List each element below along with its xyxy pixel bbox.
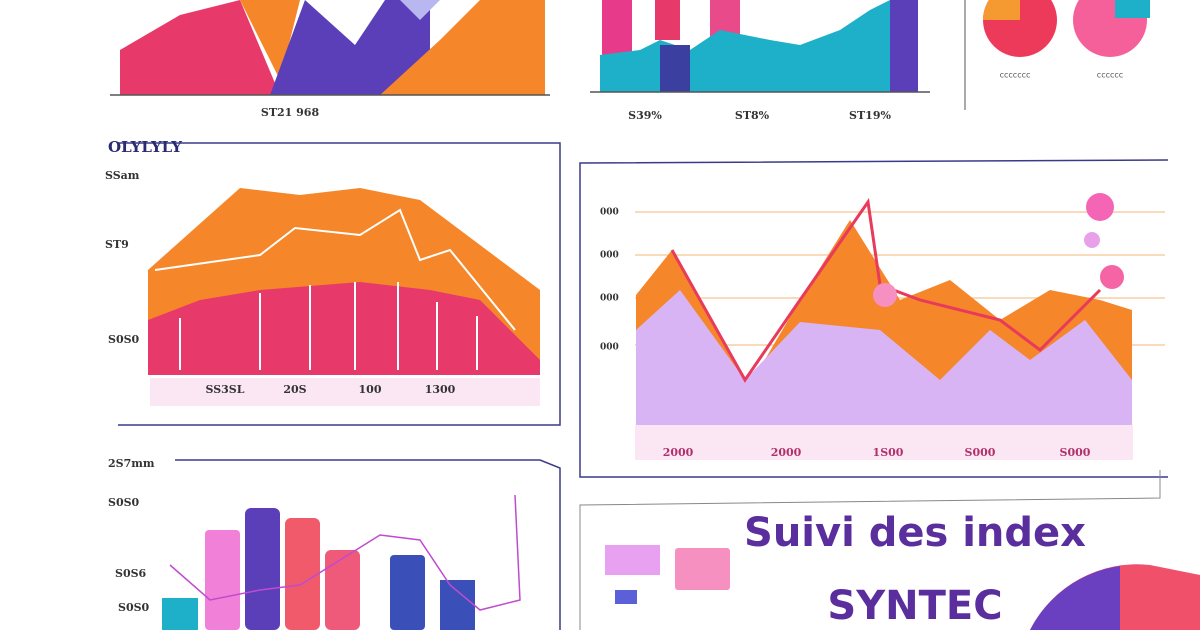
legend: ccccccc bbox=[1000, 71, 1031, 80]
axis-label: S0S0 bbox=[108, 496, 140, 509]
axis-label: S0S0 bbox=[108, 333, 140, 346]
x-label: 20S bbox=[283, 383, 306, 396]
top-middle-chart: S39% ST8% ST19% bbox=[590, 0, 930, 122]
x-label: SS3SL bbox=[206, 383, 245, 396]
x-label: 100 bbox=[359, 383, 382, 396]
axis-label: 000 bbox=[600, 343, 619, 353]
x-label: 1S00 bbox=[873, 446, 904, 459]
panel-title: OLYLYLY bbox=[108, 138, 182, 156]
axis-label: 000 bbox=[600, 208, 619, 218]
title: Suivi des index bbox=[744, 510, 1086, 556]
bottom-right-panel: Suivi des index SYNTEC bbox=[579, 470, 1200, 630]
title: SYNTEC bbox=[827, 583, 1002, 629]
axis-label: 000 bbox=[600, 251, 619, 261]
label: ST8% bbox=[735, 109, 770, 122]
axis-label: 000 bbox=[600, 294, 619, 304]
legend: cccccc bbox=[1097, 71, 1123, 80]
x-label: 1300 bbox=[425, 383, 456, 396]
top-left-chart: ST21 968 bbox=[110, 0, 550, 119]
x-label: S000 bbox=[965, 446, 996, 459]
label: S39% bbox=[628, 109, 662, 122]
axis-label: SSam bbox=[105, 169, 140, 182]
bottom-left-chart: 2S7mm S0S0 S0S6 S0S0 bbox=[108, 457, 561, 630]
label: ST21 968 bbox=[261, 106, 320, 119]
axis-label: 2S7mm bbox=[108, 457, 155, 470]
mid-right-chart: 000 000 000 000 2000 2000 1S00 S000 S000 bbox=[579, 159, 1169, 478]
axis-label: ST9 bbox=[105, 238, 129, 251]
x-label: 2000 bbox=[771, 446, 802, 459]
top-right-chart: ccccccc cccccc bbox=[964, 0, 1150, 110]
label: ST19% bbox=[849, 109, 891, 122]
mid-left-chart: OLYLYLY SSam ST9 S0S0 SS3SL 20S 100 1300 bbox=[105, 138, 561, 426]
x-label: 2000 bbox=[663, 446, 694, 459]
axis-label: S0S6 bbox=[115, 567, 147, 580]
axis-label: S0S0 bbox=[118, 601, 150, 614]
x-label: S000 bbox=[1060, 446, 1091, 459]
